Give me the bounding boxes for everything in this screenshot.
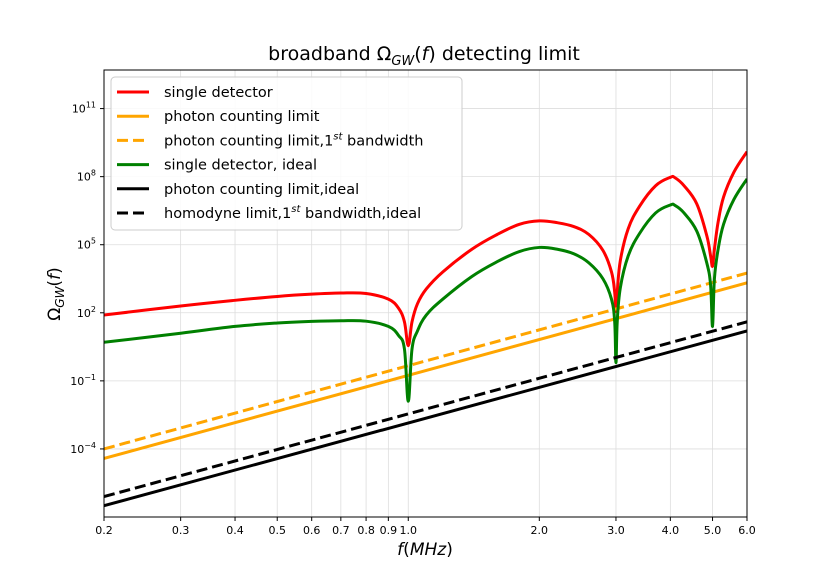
x-tick-label: 0.6	[303, 524, 321, 537]
y-tick-label: 108	[77, 169, 96, 184]
x-tick-label: 3.0	[607, 524, 625, 537]
legend: single detector photon counting limit phot…	[110, 76, 463, 231]
x-tick-label: 2.0	[531, 524, 549, 537]
plot-frame	[103, 69, 748, 518]
legend-box	[110, 76, 463, 231]
x-tick-label: 4.0	[662, 524, 680, 537]
x-tick-label: 6.0	[738, 524, 756, 537]
legend-label-1: single detector	[164, 85, 273, 101]
chart-title: broadband ΩGW(f) detecting limit	[268, 43, 580, 69]
series-line-2	[104, 281, 747, 460]
y-tick-label: 10−1	[70, 373, 96, 388]
legend-label-6: homodyne limit,1st bandwidth,ideal	[164, 204, 421, 222]
x-tick-label: 0.4	[226, 524, 244, 537]
legend-label-3: photon counting limit,1st bandwidth	[164, 131, 424, 149]
legend-label-5: photon counting limit,ideal	[164, 182, 359, 198]
series-line-1	[104, 150, 747, 348]
y-tick-label: 102	[77, 305, 96, 320]
y-axis-ticks: 10−4 10−1 102 105 108 1011	[70, 101, 104, 456]
x-tick-label: 0.7	[332, 524, 350, 537]
x-tick-label: 0.3	[172, 524, 190, 537]
y-tick-label: 105	[77, 237, 96, 252]
series-line-5	[104, 329, 747, 508]
legend-label-2: photon counting limit	[164, 109, 320, 125]
legend-label-4: single detector, ideal	[164, 158, 317, 174]
y-axis-label: ΩGW(f)	[45, 267, 67, 320]
x-tick-label: 0.9	[380, 524, 398, 537]
x-tick-label: 0.2	[95, 524, 113, 537]
series-layer	[104, 150, 747, 508]
x-tick-label: 5.0	[704, 524, 722, 537]
x-tick-label: 0.8	[357, 524, 375, 537]
series-line-4	[104, 178, 747, 403]
x-tick-label: 1.0	[400, 524, 418, 537]
y-tick-label: 10−4	[70, 441, 96, 456]
x-axis-ticks: 0.2 0.3 0.4 0.5 0.6 0.7 0.8 0.9 1.0 2.0 3.0 4.0 5.0 6…	[95, 517, 756, 537]
y-tick-label: 1011	[72, 101, 96, 116]
x-axis-label: f(MHz)	[397, 540, 453, 560]
x-tick-label: 0.5	[268, 524, 286, 537]
